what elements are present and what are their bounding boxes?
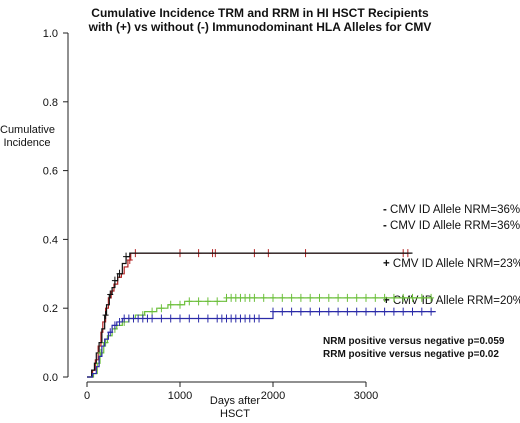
censor-mark (158, 314, 165, 323)
legend-text: CMV ID Allele RRM=36% (386, 220, 520, 232)
censor-mark (409, 307, 416, 316)
censor-mark (353, 307, 360, 316)
y-axis-label-line-2: Incidence (3, 137, 51, 149)
censor-mark (102, 311, 109, 320)
censor-mark (353, 293, 360, 302)
y-tick-label: 0.0 (43, 372, 58, 384)
censor-mark (418, 307, 425, 316)
y-tick-label: 0.2 (43, 303, 58, 315)
censor-mark (288, 307, 295, 316)
censor-mark (260, 293, 267, 302)
censor-mark (167, 300, 174, 309)
censor-mark (344, 293, 351, 302)
series-line-1 (87, 252, 413, 378)
censor-mark (102, 338, 109, 347)
x-axis-label-line-2: HSCT (220, 408, 250, 420)
censor-mark (279, 307, 286, 316)
censor-mark (204, 314, 211, 323)
y-tick-label: 1.0 (43, 28, 58, 40)
censor-mark (195, 314, 202, 323)
censor-mark (107, 328, 114, 337)
censor-mark (335, 293, 342, 302)
censor-mark (344, 307, 351, 316)
censor-mark (409, 293, 416, 302)
censor-mark (256, 314, 263, 323)
censor-mark (214, 297, 221, 306)
censor-mark (316, 307, 323, 316)
censor-mark (116, 317, 123, 326)
censor-mark (116, 269, 123, 278)
censor-mark (149, 314, 156, 323)
legend-sign: + (383, 295, 390, 307)
stat-nrm-pvalue: NRM positive versus negative p=0.059 (323, 336, 505, 347)
censor-mark (297, 307, 304, 316)
censor-mark (390, 307, 397, 316)
censor-mark (297, 293, 304, 302)
censor-mark (279, 293, 286, 302)
x-axis-label: Days after HSCT (175, 395, 295, 421)
censor-mark (204, 297, 211, 306)
censor-mark (428, 307, 435, 316)
censor-mark (400, 307, 407, 316)
censor-mark (363, 293, 369, 302)
censor-mark (372, 307, 379, 316)
censor-mark (186, 297, 193, 306)
y-tick-label: 0.6 (43, 166, 58, 178)
censor-mark (418, 293, 425, 302)
censor-mark (126, 256, 133, 265)
censor-mark (97, 348, 104, 357)
y-tick-label: 0.8 (43, 97, 58, 109)
chart-title-line-1: Cumulative Incidence TRM and RRM in HI H… (91, 6, 429, 20)
legend-text: CMV ID Allele NRM=23% (389, 258, 520, 270)
legend-entry-neg-rrm: - CMV ID Allele RRM=36% (383, 220, 520, 232)
series-line-2 (87, 297, 432, 378)
censor-mark (177, 300, 183, 309)
censor-mark (335, 307, 342, 316)
legend-entry-pos-nrm: + CMV ID Allele NRM=23% (383, 258, 520, 270)
censor-mark (325, 293, 332, 302)
censor-mark (107, 290, 114, 299)
censor-mark (325, 307, 332, 316)
censor-mark (390, 293, 397, 302)
censor-mark (111, 321, 118, 330)
series-line-3 (87, 311, 436, 378)
stat-rrm-pvalue: RRM positive versus negative p=0.02 (323, 349, 499, 360)
censor-mark (270, 307, 276, 316)
chart-title-line-2: with (+) vs without (-) Immunodominant H… (88, 20, 432, 34)
x-tick-label: 3000 (354, 390, 378, 402)
censor-mark (307, 307, 314, 316)
censor-mark (270, 293, 276, 302)
y-tick-label: 0.4 (43, 234, 58, 246)
censor-mark (167, 314, 174, 323)
censor-mark (307, 293, 314, 302)
censor-mark (372, 293, 379, 302)
censor-mark (316, 293, 323, 302)
censor-mark (428, 293, 435, 302)
x-tick-label: 1000 (168, 390, 192, 402)
censor-mark (111, 276, 118, 285)
legend-sign: + (383, 258, 390, 270)
censor-mark (288, 293, 295, 302)
censor-mark (177, 314, 183, 323)
censor-mark (149, 307, 156, 316)
censor-mark (400, 293, 407, 302)
censor-mark (158, 304, 165, 313)
legend-text: CMV ID Allele NRM=36% (386, 204, 520, 216)
legend-entry-neg-nrm: - CMV ID Allele NRM=36% (383, 204, 520, 216)
censor-mark (381, 307, 388, 316)
x-tick-label: 0 (84, 390, 90, 402)
censor-mark (123, 252, 130, 261)
censor-mark (195, 297, 202, 306)
censor-mark (186, 314, 193, 323)
censor-mark (381, 293, 388, 302)
y-axis-label: Cumulative Incidence (0, 124, 56, 150)
censor-mark (363, 307, 369, 316)
y-axis-label-line-1: Cumulative (0, 124, 56, 136)
x-axis-label-line-1: Days after (209, 395, 261, 407)
censor-mark (251, 293, 258, 302)
x-tick-label: 2000 (261, 390, 285, 402)
legend-sign: - (383, 204, 387, 216)
legend-sign: - (383, 220, 387, 232)
